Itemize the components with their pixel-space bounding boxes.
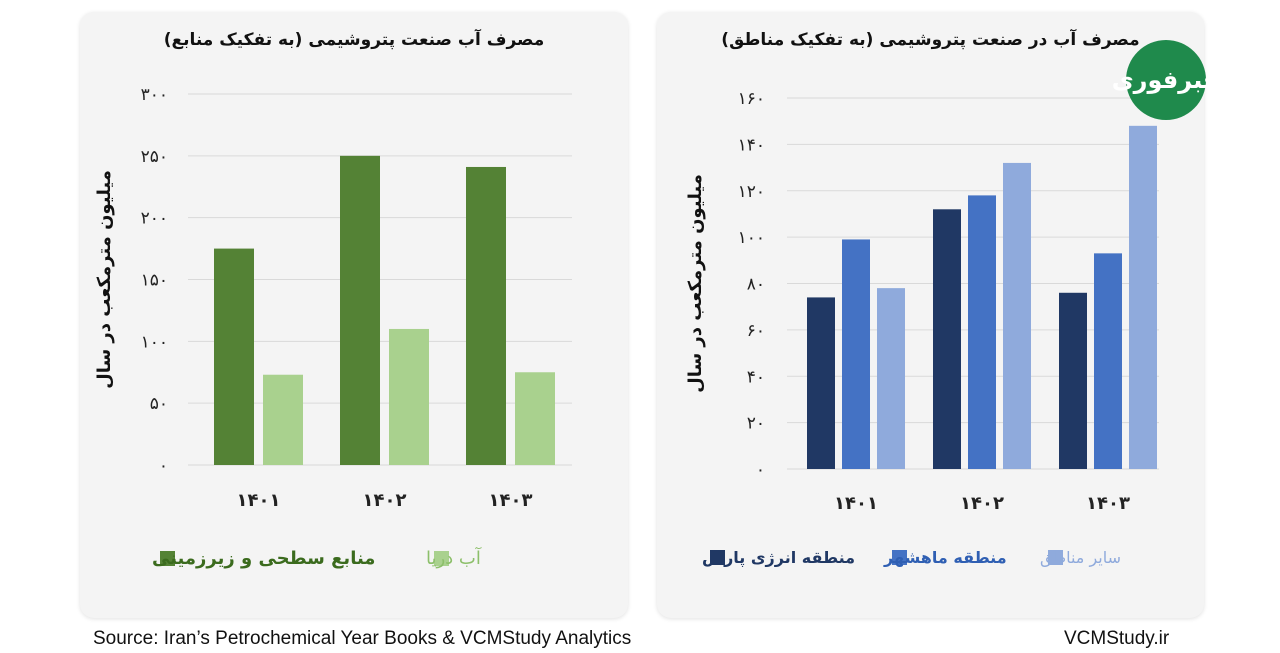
- y-axis-label: میلیون مترمکعب در سال: [685, 174, 706, 393]
- legend-label: منطقه انرژی پارس: [702, 548, 855, 568]
- bar: [968, 195, 996, 469]
- bar: [842, 239, 870, 469]
- y-tick-label: ۲۰: [747, 414, 765, 434]
- y-tick-label: ۰: [756, 460, 765, 480]
- bar: [877, 288, 905, 469]
- brand-logo: خبرفوری: [1112, 40, 1220, 120]
- x-category-label: ۱۴۰۱: [237, 490, 281, 511]
- bar: [466, 166, 506, 466]
- bar: [1094, 253, 1122, 469]
- y-tick-label: ۱۶۰: [738, 89, 765, 109]
- bar: [389, 328, 429, 465]
- y-tick-label: ۶۰: [747, 321, 765, 341]
- legend-label: سایر مناطق: [1040, 548, 1121, 568]
- site-url: VCMStudy.ir: [1064, 628, 1170, 649]
- source-note: Source: Iran’s Petrochemical Year Books …: [93, 628, 632, 649]
- y-tick-label: ۱۵۰: [141, 271, 168, 291]
- bar: [807, 297, 835, 469]
- y-tick-label: ۵۰: [150, 394, 168, 414]
- water-by-region-card: مصرف آب در صنعت پتروشیمی (به تفکیک مناطق…: [657, 12, 1204, 618]
- water-by-region-chart: ۰ ۲۰ ۴۰ ۶۰ ۸۰ ۱۰۰ ۱۲۰ ۱۴۰ ۱۶۰ میلیون مترمکعب در س…: [685, 89, 1159, 568]
- bar: [1059, 292, 1087, 469]
- y-tick-label: ۱۰۰: [738, 228, 765, 248]
- y-tick-label: ۲۰۰: [141, 209, 168, 229]
- y-tick-label: ۰: [159, 456, 168, 476]
- water-by-source-chart: ۰ ۵۰ ۱۰۰ ۱۵۰ ۲۰۰ ۲۵۰ ۳۰۰ میلیون مترمکعب در سال ۱…: [94, 85, 572, 569]
- legend-swatch: [710, 550, 725, 565]
- x-category-label: ۱۴۰۲: [363, 490, 407, 511]
- chart-title: مصرف آب در صنعت پتروشیمی (به تفکیک مناطق…: [721, 30, 1140, 50]
- legend-label: منطقه ماهشهر: [883, 548, 1007, 567]
- legend-swatch: [434, 551, 449, 566]
- x-category-label: ۱۴۰۳: [489, 490, 533, 511]
- bar: [515, 372, 555, 465]
- chart-title: مصرف آب صنعت پتروشیمی (به تفکیک منابع): [163, 30, 545, 50]
- y-tick-label: ۳۰۰: [141, 85, 168, 105]
- x-category-label: ۱۴۰۲: [960, 493, 1004, 514]
- bar: [1003, 162, 1031, 470]
- y-tick-label: ۴۰: [747, 367, 765, 387]
- legend-swatch: [160, 551, 175, 566]
- bar: [263, 374, 303, 465]
- y-tick-label: ۱۴۰: [738, 135, 765, 155]
- y-axis-label: میلیون مترمکعب در سال: [94, 170, 115, 389]
- x-category-label: ۱۴۰۳: [1086, 493, 1130, 514]
- water-by-source-card: مصرف آب صنعت پتروشیمی (به تفکیک منابع) ۰…: [80, 12, 628, 618]
- x-category-label: ۱۴۰۱: [834, 493, 878, 514]
- legend-swatch: [1048, 550, 1063, 565]
- bar: [214, 248, 254, 465]
- y-tick-label: ۱۲۰: [738, 182, 765, 202]
- y-tick-label: ۱۰۰: [141, 332, 168, 352]
- legend-label: آب دریا: [426, 546, 482, 569]
- legend-label: منابع سطحی و زیرزمینی: [152, 548, 375, 569]
- bar: [1129, 125, 1157, 469]
- y-tick-label: ۲۵۰: [141, 147, 168, 167]
- bar: [340, 155, 380, 466]
- bar: [933, 209, 961, 470]
- y-tick-label: ۸۰: [747, 275, 765, 295]
- legend-swatch: [892, 550, 907, 565]
